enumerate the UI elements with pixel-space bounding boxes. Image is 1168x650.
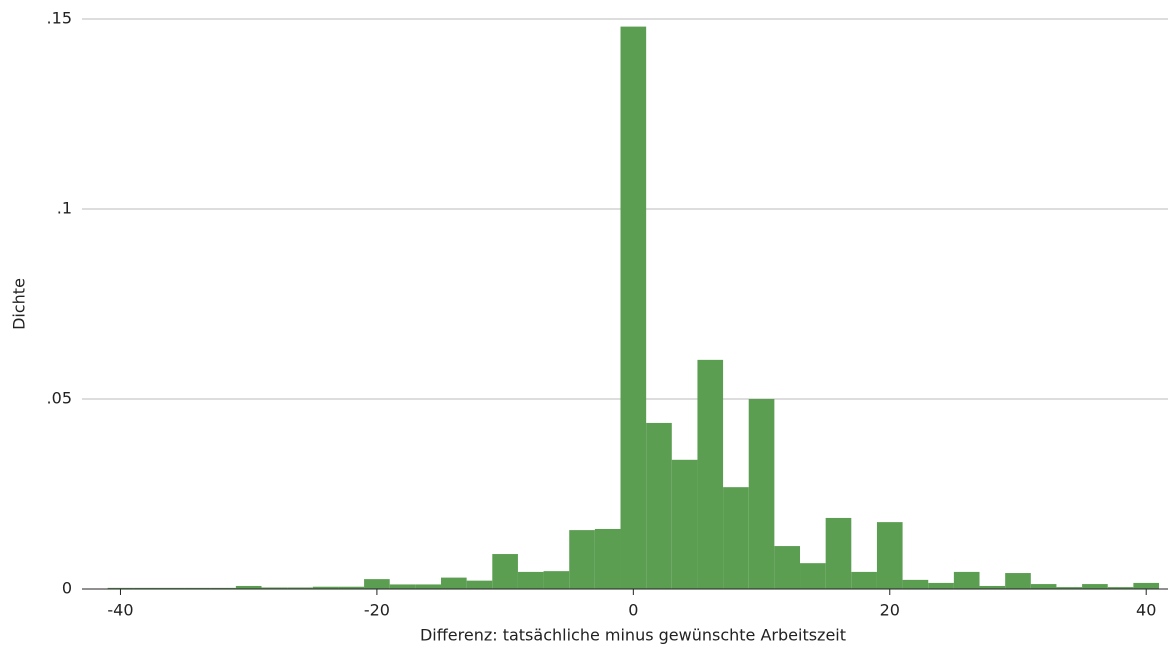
bar [184, 587, 211, 589]
bar [851, 571, 877, 589]
x-axis-label: Differenz: tatsächliche minus gewünschte… [420, 626, 846, 645]
x-tick-label: 40 [1136, 601, 1156, 620]
bar [492, 554, 518, 589]
bar [261, 587, 288, 589]
x-tick-label: 20 [880, 601, 900, 620]
x-tick-label: -40 [107, 601, 133, 620]
y-axis-label: Dichte [10, 278, 29, 330]
bar [902, 579, 929, 589]
bar [133, 587, 159, 589]
bar [389, 584, 416, 589]
bar [979, 585, 1006, 589]
bar [235, 585, 262, 589]
bar [774, 546, 801, 589]
bar [1005, 573, 1031, 589]
bar [569, 530, 595, 589]
x-tick-label: -20 [364, 601, 390, 620]
bar [364, 579, 390, 589]
bar [1056, 587, 1083, 589]
bar [415, 584, 442, 589]
y-tick-label: .05 [47, 389, 72, 408]
y-tick-label: 0 [62, 579, 72, 598]
bar [620, 26, 647, 590]
bar [1133, 582, 1160, 589]
y-tick-label: .1 [57, 199, 72, 218]
bar [697, 359, 724, 589]
bar [723, 487, 749, 589]
bar [466, 580, 493, 589]
bar [441, 577, 467, 589]
bar [312, 586, 339, 589]
bar [338, 586, 365, 589]
bar [825, 517, 852, 589]
bar [748, 399, 775, 589]
bar [543, 571, 570, 589]
bar [876, 522, 903, 589]
bar [671, 459, 698, 589]
bar [517, 571, 544, 589]
bar [287, 587, 313, 589]
bar [800, 563, 826, 589]
bar [158, 587, 185, 589]
y-tick-label: .15 [47, 9, 72, 28]
x-tick-label: 0 [628, 601, 638, 620]
bar [928, 582, 954, 589]
bar [210, 587, 236, 589]
bar [107, 587, 134, 589]
bar [1082, 584, 1108, 589]
bar [594, 528, 621, 589]
bar [1107, 587, 1134, 589]
bar [953, 571, 980, 589]
bar [646, 422, 672, 589]
bar [1030, 584, 1057, 589]
